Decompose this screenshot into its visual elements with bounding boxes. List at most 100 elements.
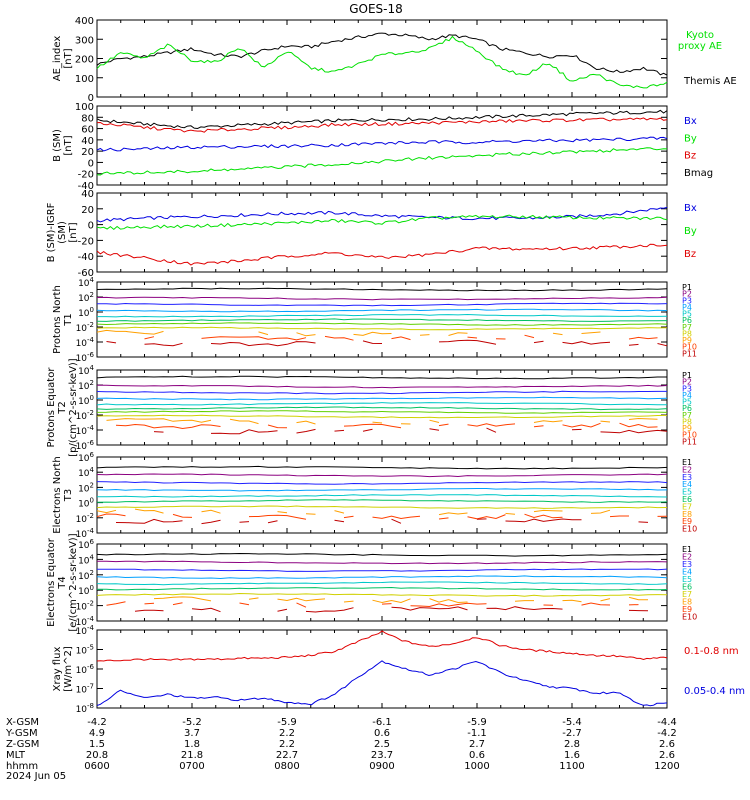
channel-line-p9 xyxy=(229,418,259,425)
y-axis-label: B (SM) xyxy=(52,129,63,162)
channel-line-p11 xyxy=(486,427,497,433)
y-tick-label: 100 xyxy=(78,306,94,319)
channel-line-e8 xyxy=(96,509,117,514)
channel-line-e2 xyxy=(97,560,668,565)
channel-line-p11 xyxy=(657,343,668,347)
channel-line-e8 xyxy=(305,513,316,515)
y-axis-label: [p/(cm^2-s-sr-keV)] xyxy=(68,358,79,457)
y-tick-label: 10-2 xyxy=(76,409,94,422)
channel-line-p9 xyxy=(96,329,164,335)
channel-label-e9: E9 xyxy=(682,605,692,614)
channel-label-e6: E6 xyxy=(682,583,692,592)
channel-label-p5: P5 xyxy=(682,398,692,407)
channel-line-e10 xyxy=(201,519,221,525)
y-axis-label: Electrons Equator xyxy=(46,537,57,627)
channel-line-p9 xyxy=(372,421,383,424)
channel-line-e8 xyxy=(628,596,649,601)
channel-line-p9 xyxy=(600,420,611,423)
channel-line-e8 xyxy=(429,598,468,604)
channel-line-p11 xyxy=(144,342,183,347)
channel-line-p10 xyxy=(324,335,354,341)
channel-line-e3 xyxy=(96,481,668,485)
channel-line-p5 xyxy=(96,402,667,406)
y-tick-label: 10-4 xyxy=(76,615,95,628)
channel-line-e8 xyxy=(533,509,563,513)
legend-label: Bx xyxy=(684,203,697,214)
channel-line-e6 xyxy=(96,499,668,503)
footer-row-label: hhmm xyxy=(6,761,38,772)
y-axis-label: T1 xyxy=(63,313,74,326)
y-tick-label: 10-4 xyxy=(76,424,95,437)
y-axis-label: AE_index xyxy=(52,36,63,82)
footer-value: 1.6 xyxy=(564,750,580,761)
channel-line-p11 xyxy=(362,428,373,432)
channel-label-p2: P2 xyxy=(682,378,692,387)
channel-label-e3: E3 xyxy=(682,560,692,569)
channel-label-e6: E6 xyxy=(682,495,692,504)
y-tick-label: 102 xyxy=(78,379,94,392)
channel-line-p10 xyxy=(343,423,402,429)
y-axis-label: B (SM)-IGRF xyxy=(46,202,57,262)
channel-label-p9: P9 xyxy=(682,424,692,433)
footer-value: -5.9 xyxy=(277,717,297,728)
channel-line-e8 xyxy=(343,600,354,603)
channel-line-p2 xyxy=(97,384,668,389)
channel-line-p11 xyxy=(106,341,117,344)
y-tick-label: 40 xyxy=(81,189,94,200)
channel-line-p9 xyxy=(581,331,601,334)
legend-label: Bz xyxy=(684,249,696,260)
series-line-bmag xyxy=(96,109,668,130)
figure-title: GOES-18 xyxy=(349,2,403,16)
legend-label: Bx xyxy=(684,116,697,127)
channel-label-e7: E7 xyxy=(682,502,692,511)
channel-line-p9 xyxy=(429,419,440,423)
y-tick-label: -40 xyxy=(78,252,94,263)
footer-value: -2.7 xyxy=(562,728,582,739)
channel-line-e9 xyxy=(410,602,487,608)
series-line-bz xyxy=(96,117,668,133)
footer-value: -5.9 xyxy=(467,717,487,728)
channel-line-e9 xyxy=(248,514,307,520)
channel-line-p11 xyxy=(362,340,383,344)
footer-value: 2.7 xyxy=(469,739,485,750)
channel-line-e9 xyxy=(172,602,183,606)
channel-line-p9 xyxy=(296,420,316,425)
series-line-by xyxy=(96,147,668,176)
channel-label-p10: P10 xyxy=(682,431,697,440)
channel-line-e5 xyxy=(97,494,668,498)
footer-value: 1200 xyxy=(654,761,679,772)
y-tick-label: -20 xyxy=(78,236,94,247)
channel-label-p2: P2 xyxy=(682,290,692,299)
channel-line-e9 xyxy=(581,602,611,606)
series-line-0-1-0-8-nm xyxy=(96,630,668,662)
channel-line-e9 xyxy=(144,602,155,605)
channel-line-p10 xyxy=(628,336,658,340)
channel-line-p10 xyxy=(467,336,478,339)
y-tick-label: 300 xyxy=(75,35,94,46)
channel-line-e9 xyxy=(609,515,629,518)
footer-date: 2024 Jun 05 xyxy=(6,771,66,782)
channel-line-e4 xyxy=(96,575,668,580)
channel-line-e8 xyxy=(277,597,326,602)
y-tick-label: 104 xyxy=(78,364,94,377)
legend-label: By xyxy=(684,133,697,144)
channel-line-p3 xyxy=(96,302,668,307)
y-tick-label: 104 xyxy=(78,553,94,566)
y-axis-label: T2 xyxy=(57,401,68,414)
y-tick-label: 40 xyxy=(81,136,94,147)
footer-value: 2.2 xyxy=(279,728,295,739)
y-axis-label: [W/m^2] xyxy=(63,646,74,692)
channel-label-p8: P8 xyxy=(682,329,692,338)
footer-value: 0800 xyxy=(274,761,299,772)
channel-label-p8: P8 xyxy=(682,417,692,426)
series-line-kyoto-proxy-ae xyxy=(96,35,668,89)
channel-line-e9 xyxy=(524,513,563,519)
channel-line-p10 xyxy=(619,422,658,428)
channel-line-e10 xyxy=(334,519,345,523)
y-tick-label: 106 xyxy=(78,451,94,464)
channel-line-p10 xyxy=(267,424,288,429)
channel-line-e9 xyxy=(296,602,307,608)
footer-value: -4.4 xyxy=(657,717,677,728)
